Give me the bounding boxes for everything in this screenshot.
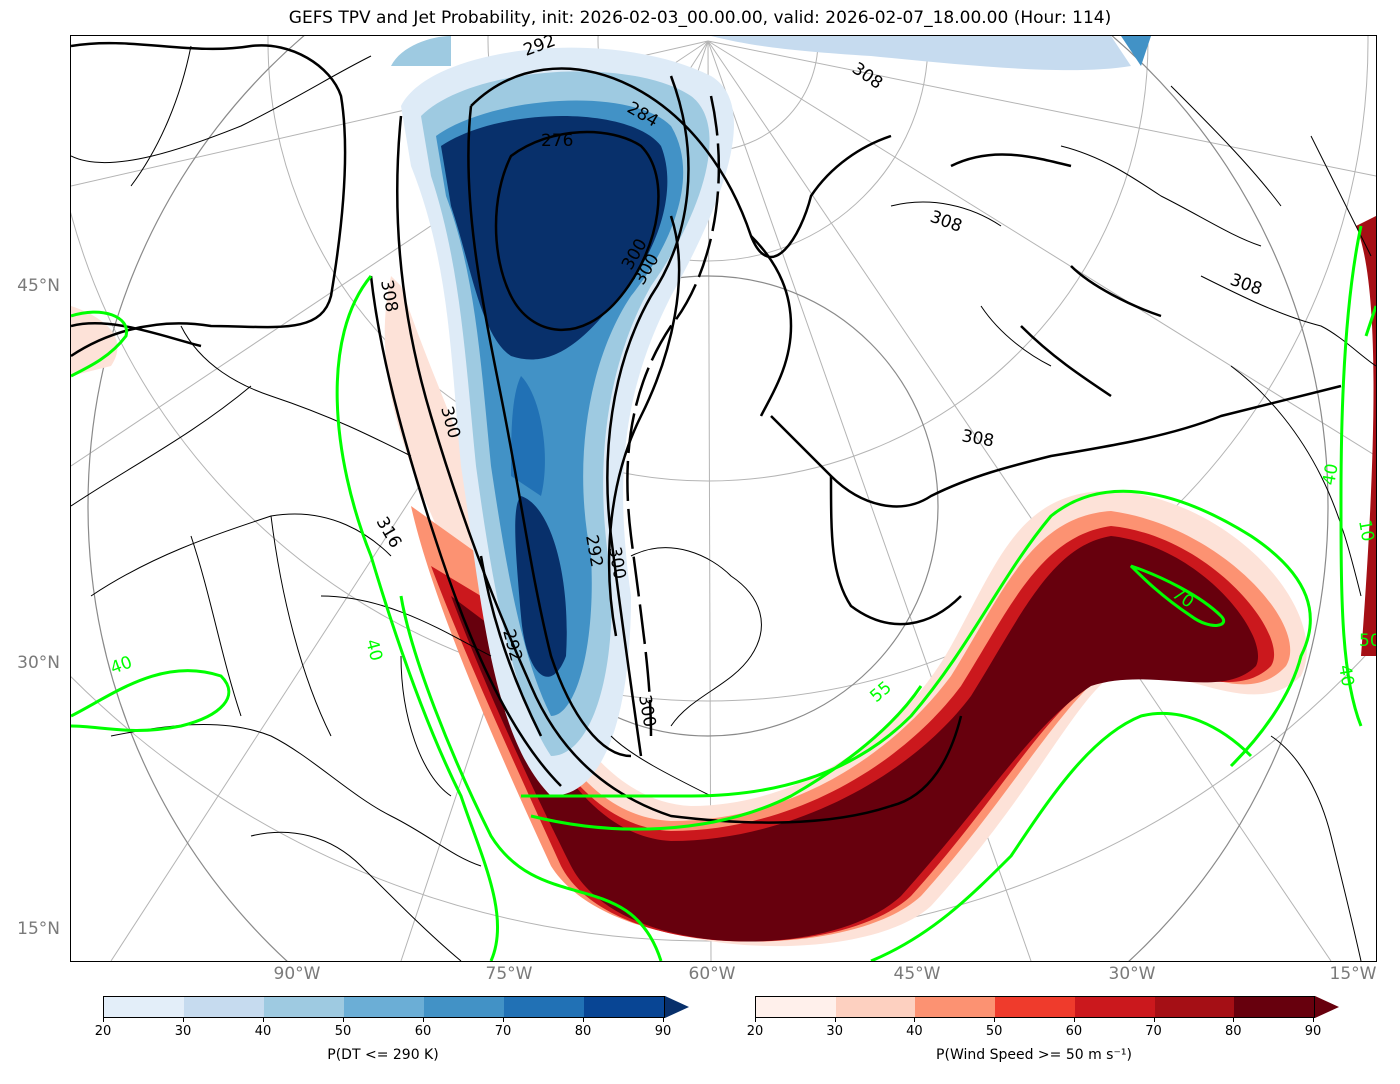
colorbar-jet-label: P(Wind Speed >= 50 m s⁻¹)	[936, 1047, 1132, 1063]
colorbar-tick-mark	[1073, 1017, 1075, 1022]
lat-label-30n: 30°N	[17, 653, 60, 673]
lon-label-15w: 15°W	[1329, 964, 1377, 984]
colorbar-tick-label: 60	[1065, 1024, 1083, 1039]
theta-label: 316	[372, 514, 406, 552]
plot-title: GEFS TPV and Jet Probability, init: 2026…	[288, 8, 1112, 28]
colorbar-tpv-swatch	[424, 997, 504, 1017]
colorbar-jet-swatch	[915, 997, 996, 1017]
colorbar-tick-mark	[503, 1017, 504, 1022]
tpv-probability-shading	[391, 36, 1151, 796]
theta-label: 276	[541, 131, 573, 151]
theta-label: 308	[1227, 270, 1264, 300]
colorbar-jet-swatch	[1074, 997, 1155, 1017]
colorbar-tick-mark	[914, 1017, 916, 1022]
lon-label-75w: 75°W	[485, 964, 533, 984]
colorbar-tick-label: 50	[985, 1024, 1003, 1039]
wind-label: 50	[1359, 631, 1376, 651]
colorbar-tick-mark	[1233, 1017, 1235, 1022]
colorbar-jet-extend	[1315, 996, 1339, 1018]
colorbar-tpv-swatch	[584, 997, 664, 1017]
lon-label-45w: 45°W	[893, 964, 941, 984]
colorbar-tick-label: 30	[826, 1024, 843, 1039]
colorbar-jet-swatch	[1234, 997, 1315, 1017]
colorbar-tpv-swatch	[264, 997, 344, 1017]
colorbar-tick-label: 90	[1304, 1024, 1322, 1039]
colorbar-tick-mark	[183, 1017, 184, 1022]
colorbar-jet-swatch	[835, 997, 916, 1017]
colorbar-tick-mark	[1153, 1017, 1155, 1022]
colorbar-tick-mark	[423, 1017, 424, 1022]
lat-label-45n: 45°N	[17, 276, 60, 296]
colorbar-tick-label: 80	[574, 1024, 592, 1039]
colorbar-tpv	[103, 996, 665, 1018]
colorbar-tick-mark	[1313, 1017, 1314, 1022]
land-outline	[71, 41, 1342, 626]
colorbar-tick-mark	[583, 1017, 584, 1022]
colorbar-tpv-swatch	[504, 997, 584, 1017]
colorbar-tick-mark	[994, 1017, 996, 1022]
lon-label-60w: 60°W	[688, 964, 736, 984]
colorbar-tick-mark	[663, 1017, 664, 1022]
colorbar-tick-label: 80	[1225, 1024, 1242, 1039]
wind-label: 40	[1334, 663, 1357, 688]
colorbar-tpv-swatch	[344, 997, 424, 1017]
map-panel[interactable]: 292 284 276 300 308 316 300 292 300 292 …	[70, 35, 1377, 962]
colorbar-tpv-swatch	[104, 997, 184, 1017]
colorbar-tick-label: 30	[174, 1024, 192, 1039]
lon-label-90w: 90°W	[273, 964, 321, 984]
colorbar-tick-label: 50	[334, 1024, 352, 1039]
colorbar-tick-mark	[834, 1017, 836, 1022]
colorbar-tick-label: 40	[254, 1024, 272, 1039]
wind-label: 10	[1354, 518, 1376, 543]
lat-label-15n: 15°N	[17, 919, 60, 939]
jet-probability-shading	[71, 216, 1376, 947]
theta-label: 308	[376, 278, 401, 313]
colorbar-tpv-label: P(DT <= 290 K)	[327, 1047, 439, 1063]
colorbar-tick-label: 20	[94, 1024, 112, 1039]
colorbar-tick-label: 70	[494, 1024, 512, 1039]
colorbar-jet-swatch	[756, 997, 836, 1017]
wind-speed-contours	[71, 225, 1376, 961]
map-svg: 292 284 276 300 308 316 300 292 300 292 …	[71, 36, 1376, 961]
colorbar-tick-label: 20	[746, 1024, 764, 1039]
wind-label: 55	[866, 678, 895, 707]
wind-label: 40	[1319, 462, 1342, 487]
colorbar-jet-swatch	[995, 997, 1075, 1017]
theta-label: 300	[634, 693, 659, 728]
theta-label: 308	[960, 426, 995, 451]
theta-label: 308	[848, 59, 886, 94]
colorbar-tick-label: 40	[906, 1024, 923, 1039]
colorbar-jet-swatch	[1154, 997, 1235, 1017]
colorbar-tick-mark	[755, 1017, 756, 1022]
colorbar-tick-mark	[103, 1017, 104, 1022]
colorbar-jet	[755, 996, 1315, 1018]
coastlines	[71, 45, 1376, 961]
colorbar-tick-mark	[343, 1017, 344, 1022]
colorbar-tpv-extend	[665, 996, 689, 1018]
theta-label: 308	[927, 207, 964, 237]
colorbar-tick-label: 60	[414, 1024, 432, 1039]
colorbar-tick-mark	[263, 1017, 264, 1022]
theta-contours	[71, 75, 963, 824]
colorbar-tpv-swatch	[184, 997, 264, 1017]
colorbar-tick-label: 70	[1145, 1024, 1162, 1039]
lon-label-30w: 30°W	[1108, 964, 1156, 984]
colorbar-tick-label: 90	[654, 1024, 672, 1039]
wind-label: 40	[361, 637, 386, 663]
